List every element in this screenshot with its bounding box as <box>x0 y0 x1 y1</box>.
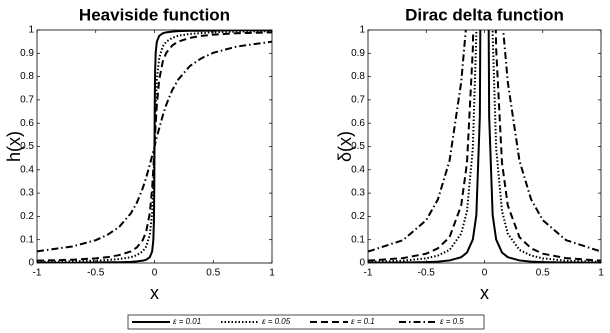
y-tick-label: 1 <box>28 25 34 36</box>
legend-label: ε = 0.5 <box>440 317 464 326</box>
chart-title: Heaviside function <box>79 5 230 24</box>
series-line <box>368 30 601 253</box>
plot-frame <box>36 29 273 264</box>
x-tick-label: -0.5 <box>87 268 105 279</box>
legend-box <box>127 314 485 330</box>
y-tick-label: 0 <box>359 258 365 269</box>
x-tick-label: 0 <box>482 268 488 279</box>
y-tick-label: 0.3 <box>351 188 365 199</box>
x-tick-label: -1 <box>364 268 373 279</box>
x-tick-label: 1 <box>598 268 604 279</box>
y-tick-label: 0.2 <box>351 211 365 222</box>
legend-label: ε = 0.05 <box>262 317 291 326</box>
legend-label: ε = 0.1 <box>351 317 375 326</box>
y-axis-label: δ(x) <box>335 131 355 162</box>
x-tick-label: -1 <box>33 268 42 279</box>
y-tick-label: 0 <box>28 258 34 269</box>
x-tick-label: -0.5 <box>418 268 436 279</box>
x-axis-label: x <box>150 283 159 303</box>
series-line <box>368 30 601 263</box>
legend-label: ε = 0.01 <box>173 317 201 326</box>
x-tick-label: 1 <box>269 268 275 279</box>
plot-frame <box>367 29 602 264</box>
y-tick-label: 0.2 <box>20 211 34 222</box>
y-tick-label: 0.9 <box>20 48 34 59</box>
y-tick-label: 0.5 <box>351 141 365 152</box>
y-axis-label: h(x) <box>4 131 24 162</box>
chart-title: Dirac delta function <box>405 5 564 24</box>
y-tick-label: 0.1 <box>20 234 34 245</box>
series-line <box>368 30 601 262</box>
y-tick-label: 0.7 <box>20 95 34 106</box>
y-tick-label: 0.4 <box>351 164 365 175</box>
x-tick-label: 0.5 <box>206 268 220 279</box>
y-tick-label: 0.3 <box>20 188 34 199</box>
y-tick-label: 0.1 <box>351 234 365 245</box>
y-tick-label: 0.4 <box>20 164 34 175</box>
y-tick-label: 0.6 <box>351 118 365 129</box>
x-axis-label: x <box>480 283 489 303</box>
x-tick-label: 0 <box>152 268 158 279</box>
y-tick-label: 0.6 <box>20 118 34 129</box>
series-line <box>37 31 272 262</box>
y-tick-label: 0.9 <box>351 48 365 59</box>
y-tick-label: 0.8 <box>351 71 365 82</box>
y-tick-label: 0.8 <box>20 71 34 82</box>
series-line <box>37 40 272 253</box>
y-tick-label: 0.5 <box>20 141 34 152</box>
y-tick-label: 0.7 <box>351 95 365 106</box>
y-tick-label: 1 <box>359 25 365 36</box>
series-line <box>368 30 601 263</box>
x-tick-label: 0.5 <box>536 268 550 279</box>
